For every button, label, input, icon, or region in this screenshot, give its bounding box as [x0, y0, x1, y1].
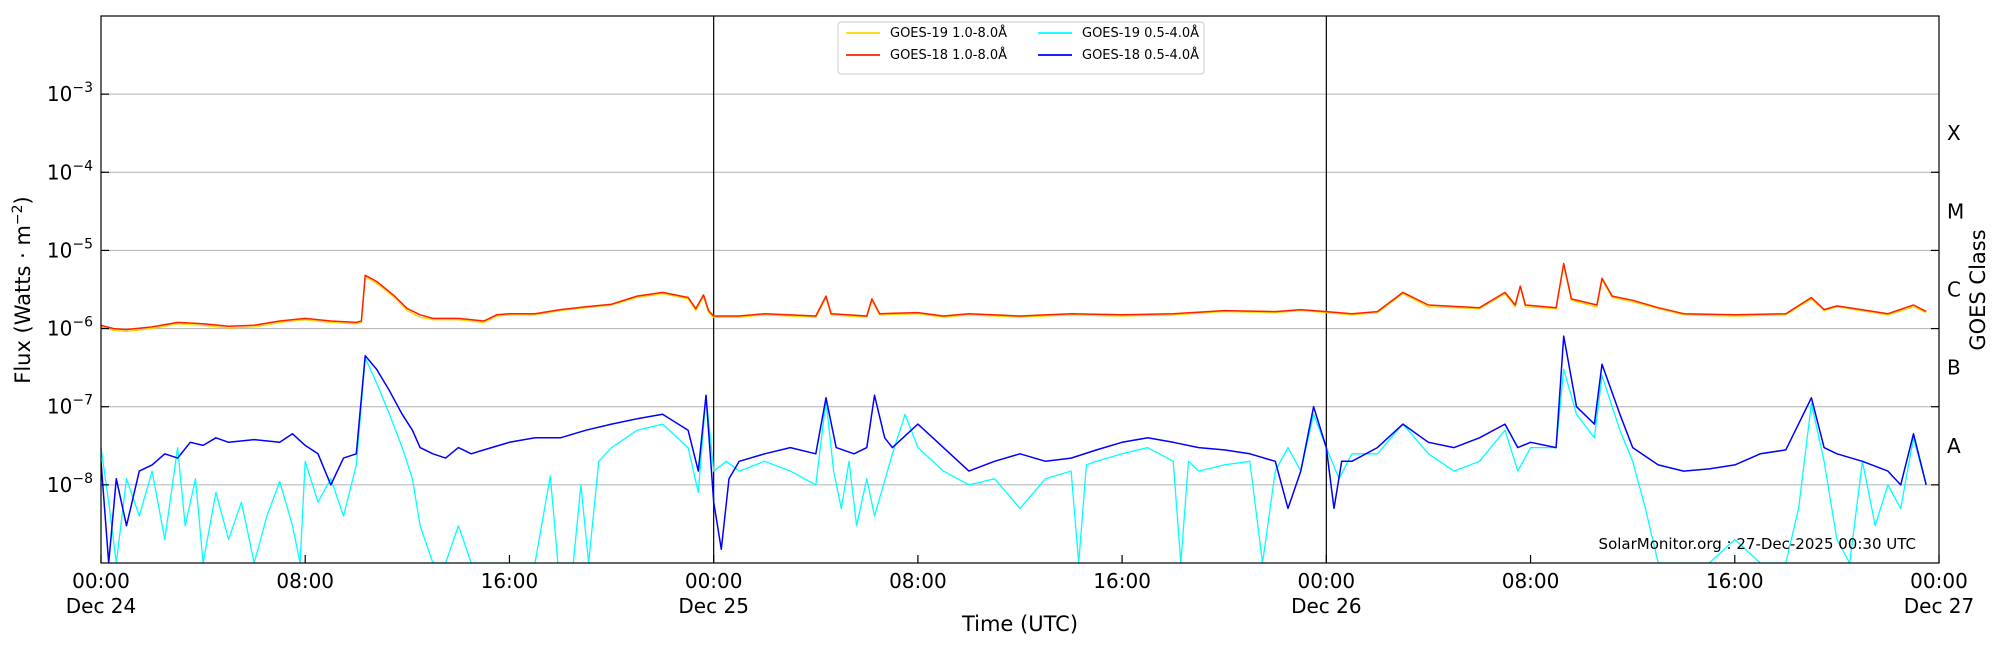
x-tick-date-0: Dec 24: [66, 594, 137, 618]
class-label-C: C: [1947, 278, 1961, 302]
legend-box: [837, 21, 1205, 75]
x-tick-time-3: 00:00: [685, 569, 743, 593]
legend-label-3: GOES-18 0.5-4.0Å: [1082, 47, 1199, 63]
plot-background: [101, 16, 1939, 563]
x-tick-time-9: 00:00: [1910, 569, 1968, 593]
x-tick-time-4: 08:00: [889, 569, 947, 593]
legend-label-2: GOES-19 0.5-4.0Å: [1082, 25, 1199, 41]
series-line-3: [101, 335, 1927, 563]
class-label-M: M: [1947, 199, 1964, 223]
x-tick-time-5: 16:00: [1093, 569, 1151, 593]
axis-ticks: [100, 93, 1940, 563]
x-tick-time-8: 16:00: [1706, 569, 1764, 593]
credit-text: SolarMonitor.org : 27-Dec-2025 00:30 UTC: [1599, 535, 1916, 553]
x-tick-time-6: 00:00: [1298, 569, 1356, 593]
class-label-X: X: [1947, 121, 1961, 145]
class-label-B: B: [1947, 356, 1961, 380]
plot-frame: [100, 15, 1940, 564]
x-tick-date-9: Dec 27: [1904, 594, 1975, 618]
y-tick-label-3: 10−5: [47, 236, 93, 262]
day-boundaries: [713, 16, 1327, 563]
x-tick-date-6: Dec 26: [1291, 594, 1362, 618]
y-tick-label-0: 10−8: [47, 471, 93, 497]
y-tick-label-5: 10−3: [47, 80, 93, 106]
right-axis-title: GOES Class: [1966, 229, 1990, 350]
y-tick-label-2: 10−6: [47, 315, 93, 341]
series-lines: [101, 262, 1927, 563]
legend: GOES-19 1.0-8.0Å GOES-19 0.5-4.0Å GOES-18 …: [837, 21, 1205, 75]
y-axis-title: Flux (Watts · m−2): [10, 196, 35, 384]
x-tick-time-7: 08:00: [1502, 569, 1560, 593]
class-label-A: A: [1947, 434, 1961, 458]
x-tick-time-0: 00:00: [72, 569, 130, 593]
series-line-2: [101, 357, 1927, 563]
y-tick-label-1: 10−7: [47, 393, 93, 419]
y-tick-label-4: 10−4: [47, 158, 93, 184]
x-tick-time-2: 16:00: [481, 569, 539, 593]
grid-lines: [101, 93, 1939, 486]
legend-label-1: GOES-18 1.0-8.0Å: [890, 47, 1007, 63]
x-tick-date-3: Dec 25: [678, 594, 749, 618]
x-tick-time-1: 08:00: [276, 569, 334, 593]
legend-label-0: GOES-19 1.0-8.0Å: [890, 25, 1007, 41]
series-line-1: [101, 262, 1927, 331]
x-axis-title: Time (UTC): [961, 612, 1078, 636]
